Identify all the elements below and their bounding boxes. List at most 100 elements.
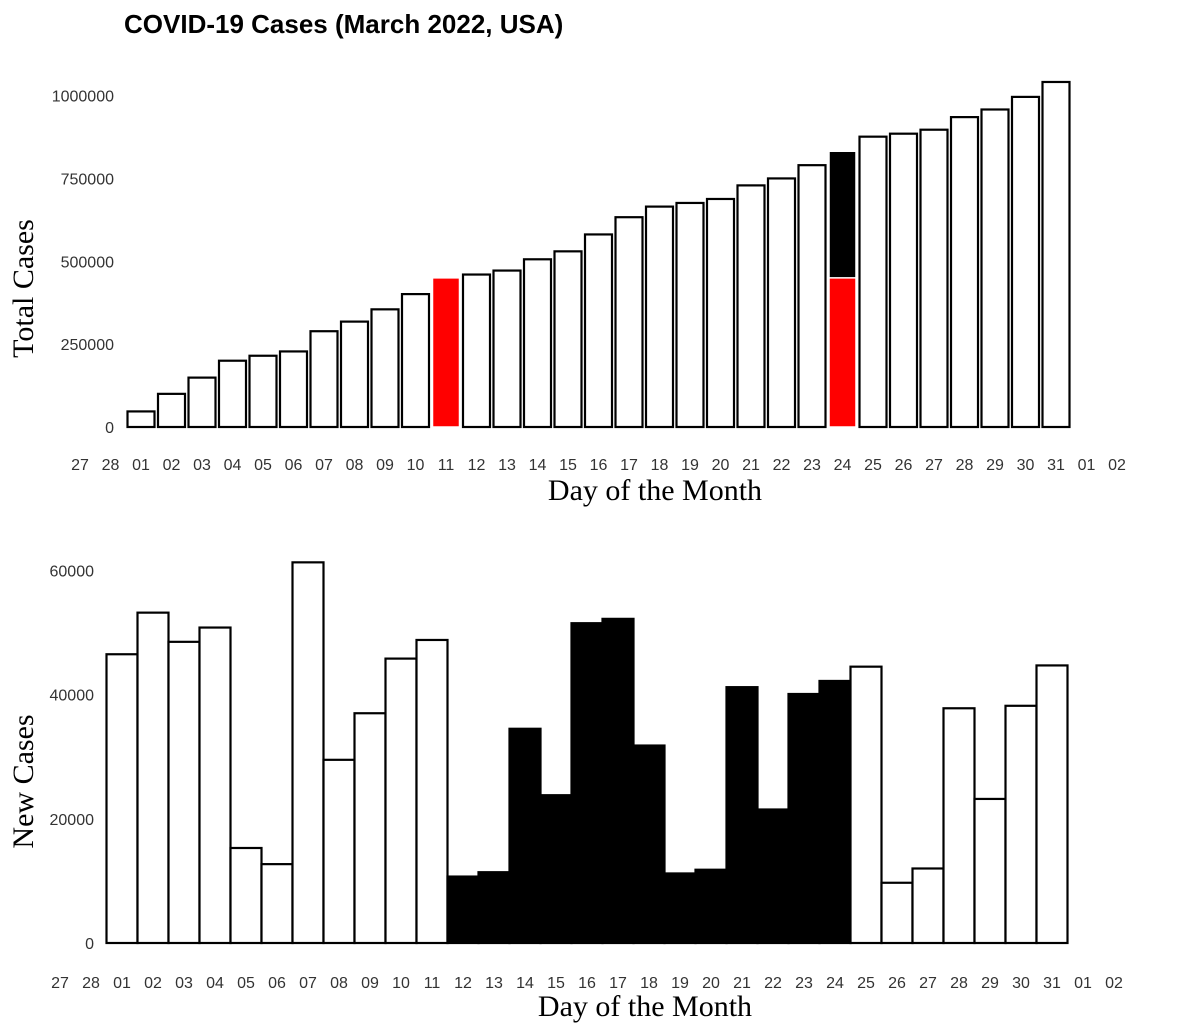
bar-17 xyxy=(614,216,644,429)
bar-10 xyxy=(400,292,431,429)
bar-28 xyxy=(942,707,976,945)
bar-23 xyxy=(787,692,821,945)
bar-25 xyxy=(858,135,888,429)
x-tick-label: 31 xyxy=(1043,975,1061,992)
x-tick-label: 09 xyxy=(376,457,394,474)
bar-01 xyxy=(126,410,156,429)
x-tick-label: 03 xyxy=(193,457,211,474)
x-tick-label: 02 xyxy=(1105,975,1123,992)
bar-20 xyxy=(694,868,728,945)
bar-07 xyxy=(291,561,325,945)
x-tick-label: 06 xyxy=(268,975,286,992)
bar-13 xyxy=(477,871,511,945)
x-tick-label: 10 xyxy=(407,457,425,474)
bar-27 xyxy=(911,867,945,945)
bar-22 xyxy=(756,808,790,945)
x-tick-label: 28 xyxy=(102,457,120,474)
x-tick-label: 10 xyxy=(392,975,410,992)
x-tick-label: 14 xyxy=(529,457,547,474)
bar-14 xyxy=(522,258,553,429)
bar-20 xyxy=(705,197,736,429)
bar-22 xyxy=(766,177,797,429)
x-tick-label: 23 xyxy=(795,975,813,992)
bar-04 xyxy=(198,626,232,945)
x-tick-label: 17 xyxy=(620,457,638,474)
x-tick-label: 17 xyxy=(609,975,627,992)
bar-19 xyxy=(675,201,705,429)
x-tick-label: 27 xyxy=(51,975,69,992)
x-tick-label: 15 xyxy=(559,457,577,474)
bar-17 xyxy=(601,617,635,945)
bar-16 xyxy=(570,622,604,945)
x-tick-label: 21 xyxy=(742,457,760,474)
bar-15 xyxy=(553,250,583,429)
bar-04 xyxy=(217,359,248,429)
y-tick-label: 20000 xyxy=(50,812,95,829)
x-tick-label: 27 xyxy=(925,457,943,474)
bar-03 xyxy=(167,640,201,945)
x-tick-label: 08 xyxy=(330,975,348,992)
y-tick-label: 0 xyxy=(105,420,114,437)
x-tick-label: 08 xyxy=(346,457,364,474)
y-axis-label: Total Cases xyxy=(7,219,40,358)
bar-23 xyxy=(797,164,827,429)
x-tick-label: 03 xyxy=(175,975,193,992)
chart-title: COVID-19 Cases (March 2022, USA) xyxy=(124,9,563,39)
bar-segment-24 xyxy=(828,277,857,428)
x-tick-label: 20 xyxy=(702,975,720,992)
bar-30 xyxy=(1010,95,1041,429)
x-tick-label: 28 xyxy=(950,975,968,992)
bar-01 xyxy=(105,653,139,945)
x-tick-label: 12 xyxy=(454,975,472,992)
x-tick-label: 20 xyxy=(712,457,730,474)
bar-18 xyxy=(632,744,666,945)
x-tick-label: 02 xyxy=(144,975,162,992)
x-tick-label: 12 xyxy=(468,457,486,474)
x-axis-label: Day of the Month xyxy=(548,474,762,507)
bar-31 xyxy=(1035,664,1069,945)
y-axis-label: New Cases xyxy=(7,714,40,848)
bar-13 xyxy=(492,269,522,429)
x-tick-label: 19 xyxy=(681,457,699,474)
x-tick-label: 04 xyxy=(224,457,242,474)
x-tick-label: 07 xyxy=(315,457,333,474)
y-tick-label: 750000 xyxy=(61,171,114,188)
x-tick-label: 18 xyxy=(640,975,658,992)
y-tick-label: 1000000 xyxy=(52,89,114,106)
x-tick-label: 11 xyxy=(438,457,455,474)
x-tick-label: 01 xyxy=(132,457,150,474)
x-tick-label: 30 xyxy=(1012,975,1030,992)
x-axis-label: Day of the Month xyxy=(538,990,752,1023)
bar-05 xyxy=(248,354,278,429)
x-tick-label: 28 xyxy=(956,457,974,474)
x-tick-label: 02 xyxy=(163,457,181,474)
x-tick-label: 29 xyxy=(986,457,1004,474)
bar-06 xyxy=(278,350,309,429)
bar-09 xyxy=(353,712,387,945)
new-cases-panel: New Cases Day of the Month 0 20000 40000 6000… xyxy=(7,561,1123,1023)
x-tick-label: 18 xyxy=(651,457,669,474)
y-tick-label: 0 xyxy=(85,936,94,953)
bar-07 xyxy=(309,330,339,429)
bar-11 xyxy=(415,638,449,945)
bar-05 xyxy=(229,846,263,945)
bar-16 xyxy=(583,233,614,429)
y-tick-label: 500000 xyxy=(61,254,114,271)
x-tick-label: 13 xyxy=(485,975,503,992)
x-tick-label: 25 xyxy=(857,975,875,992)
bar-21 xyxy=(736,184,766,429)
x-tick-label: 05 xyxy=(237,975,255,992)
x-tick-label: 06 xyxy=(285,457,303,474)
bar-28 xyxy=(949,116,980,429)
x-tick-label: 04 xyxy=(206,975,224,992)
x-tick-label: 16 xyxy=(578,975,596,992)
x-tick-label: 25 xyxy=(864,457,882,474)
bar-06 xyxy=(260,863,294,945)
bar-03 xyxy=(187,376,217,429)
bar-26 xyxy=(880,881,914,945)
x-tick-label: 07 xyxy=(299,975,317,992)
x-tick-label: 26 xyxy=(895,457,913,474)
bar-29 xyxy=(980,108,1010,429)
bar-14 xyxy=(508,727,542,945)
bar-26 xyxy=(888,132,919,429)
